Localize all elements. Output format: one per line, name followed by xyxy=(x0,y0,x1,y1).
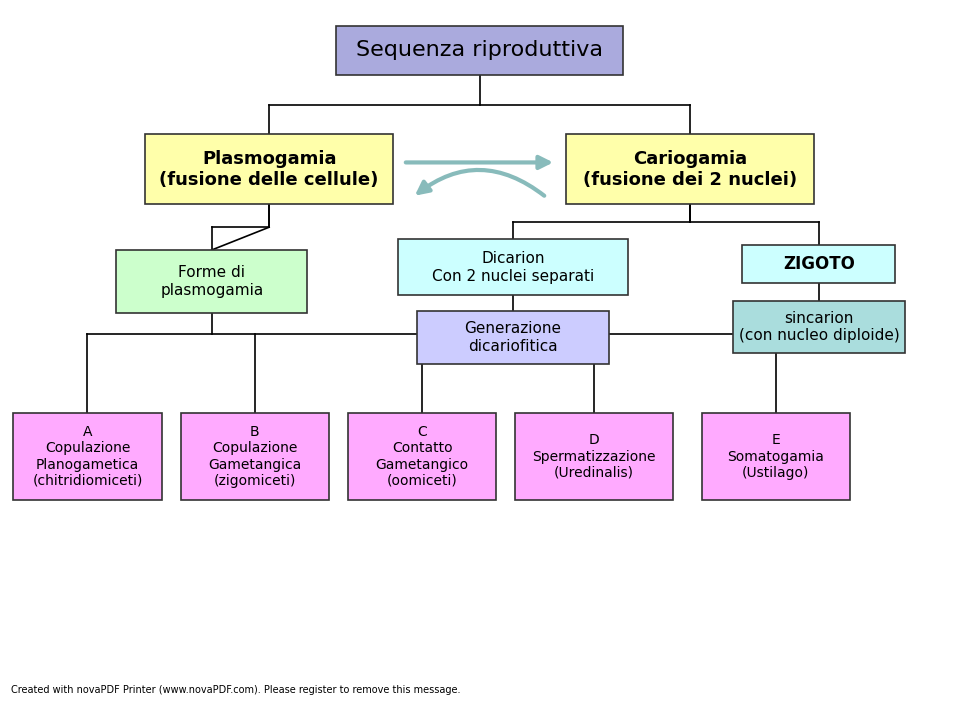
Text: E
Somatogamia
(Ustilago): E Somatogamia (Ustilago) xyxy=(728,433,825,479)
Text: C
Contatto
Gametangico
(oomiceti): C Contatto Gametangico (oomiceti) xyxy=(376,425,469,488)
FancyBboxPatch shape xyxy=(180,413,329,501)
Text: Dicarion
Con 2 nuclei separati: Dicarion Con 2 nuclei separati xyxy=(432,251,594,284)
Text: Forme di
plasmogamia: Forme di plasmogamia xyxy=(160,265,264,297)
FancyBboxPatch shape xyxy=(348,413,496,501)
Text: Sequenza riproduttiva: Sequenza riproduttiva xyxy=(356,40,603,60)
FancyArrowPatch shape xyxy=(418,170,545,195)
Text: Created with novaPDF Printer (www.novaPDF.com). Please register to remove this m: Created with novaPDF Printer (www.novaPD… xyxy=(11,685,460,695)
Text: sincarion
(con nucleo diploide): sincarion (con nucleo diploide) xyxy=(738,311,900,343)
Text: B
Copulazione
Gametangica
(zigomiceti): B Copulazione Gametangica (zigomiceti) xyxy=(208,425,301,488)
FancyBboxPatch shape xyxy=(116,250,308,313)
Text: Plasmogamia
(fusione delle cellule): Plasmogamia (fusione delle cellule) xyxy=(159,150,379,189)
Text: ZIGOTO: ZIGOTO xyxy=(783,255,854,273)
FancyBboxPatch shape xyxy=(145,134,393,205)
FancyBboxPatch shape xyxy=(417,311,609,363)
Text: Generazione
dicariofitica: Generazione dicariofitica xyxy=(464,321,561,354)
FancyBboxPatch shape xyxy=(336,26,623,75)
Text: D
Spermatizzazione
(Uredinalis): D Spermatizzazione (Uredinalis) xyxy=(532,433,656,479)
Text: A
Copulazione
Planogametica
(chitridiomiceti): A Copulazione Planogametica (chitridiomi… xyxy=(33,425,143,488)
FancyBboxPatch shape xyxy=(702,413,850,501)
FancyBboxPatch shape xyxy=(733,301,905,353)
FancyBboxPatch shape xyxy=(13,413,161,501)
FancyBboxPatch shape xyxy=(566,134,814,205)
FancyBboxPatch shape xyxy=(515,413,673,501)
FancyBboxPatch shape xyxy=(742,245,896,283)
FancyBboxPatch shape xyxy=(398,240,628,295)
Text: Cariogamia
(fusione dei 2 nuclei): Cariogamia (fusione dei 2 nuclei) xyxy=(583,150,797,189)
